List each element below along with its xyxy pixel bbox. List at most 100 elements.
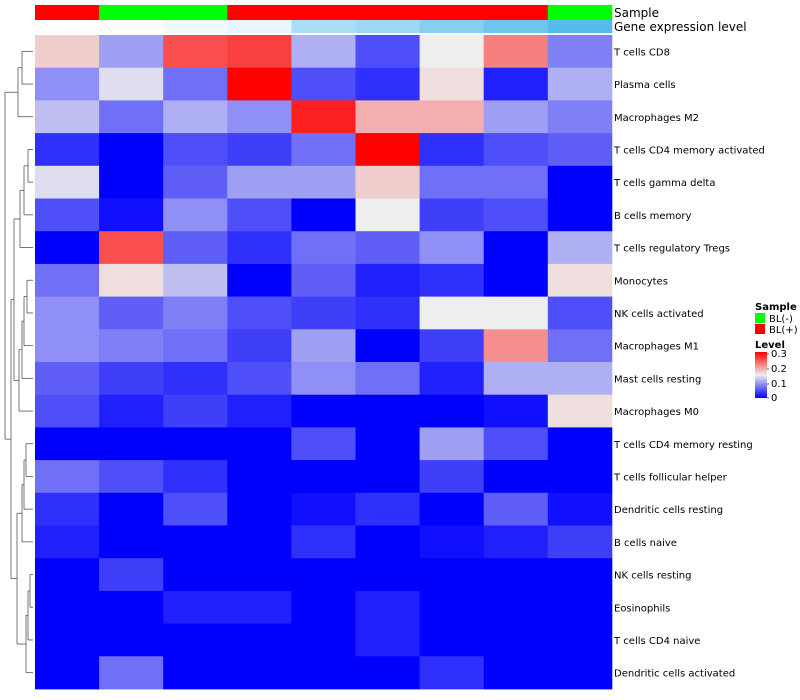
- heatmap-cell: [99, 394, 164, 428]
- heatmap-cell: [227, 231, 292, 265]
- heatmap-cell: [227, 623, 292, 657]
- heatmap-cell: [291, 263, 356, 297]
- heatmap-cell: [419, 329, 485, 363]
- sample-annotation-cell: [291, 5, 356, 20]
- heatmap-cell: [419, 656, 485, 690]
- sample-annotation-cell: [483, 5, 549, 20]
- heatmap-cell: [99, 590, 164, 624]
- heatmap-cell: [291, 525, 356, 559]
- row-labels: T cells CD8 Plasma cells Macrophages M2 T c…: [613, 47, 765, 679]
- heatmap-cell: [163, 198, 228, 232]
- heatmap-cell: [291, 198, 356, 232]
- heatmap-cell: [163, 623, 228, 657]
- row-label: B cells memory: [614, 211, 691, 222]
- heatmap-cell: [419, 492, 485, 526]
- heatmap-cell: [291, 231, 356, 265]
- heatmap-cell: [99, 133, 164, 167]
- expression-annotation-cell: [291, 20, 356, 33]
- heatmap-cell: [99, 329, 164, 363]
- heatmap-cell: [547, 329, 613, 363]
- heatmap-cell: [163, 231, 228, 265]
- sample-annotation-cell: [163, 5, 228, 20]
- heatmap-cell: [291, 35, 356, 69]
- heatmap-cell: [419, 231, 485, 265]
- heatmap-cell: [291, 427, 356, 461]
- heatmap-cell: [419, 623, 485, 657]
- heatmap-cell: [483, 427, 549, 461]
- heatmap-cell: [35, 133, 100, 167]
- heatmap-cell: [227, 525, 292, 559]
- heatmap-cell: [355, 296, 420, 330]
- heatmap-cell: [35, 100, 100, 134]
- expression-annotation-label: Gene expression level: [614, 20, 747, 34]
- heatmap-cell: [291, 623, 356, 657]
- heatmap-cell: [419, 460, 485, 494]
- heatmap-cell: [35, 525, 100, 559]
- heatmap-cell: [483, 394, 549, 428]
- row-label: T cells CD4 naive: [613, 636, 700, 647]
- heatmap-cell: [99, 198, 164, 232]
- sample-annotation-cell: [355, 5, 420, 20]
- row-label: Dendritic cells resting: [614, 505, 723, 516]
- heatmap-cell: [419, 394, 485, 428]
- legend-tick-label: 0.2: [771, 364, 787, 375]
- heatmap-cell: [163, 656, 228, 690]
- heatmap-cell: [227, 133, 292, 167]
- heatmap-cell: [355, 67, 420, 101]
- heatmap-cell: [547, 231, 613, 265]
- heatmap-cell: [483, 198, 549, 232]
- heatmap-cell: [547, 198, 613, 232]
- heatmap-cell: [99, 656, 164, 690]
- heatmap-cell: [35, 198, 100, 232]
- expression-annotation-cell: [419, 20, 485, 33]
- sample-annotation-cell: [99, 5, 164, 20]
- heatmap-cell: [227, 427, 292, 461]
- row-label: Macrophages M1: [614, 342, 699, 353]
- heatmap-cell: [35, 492, 100, 526]
- heatmap-cell: [547, 263, 613, 297]
- heatmap-cell: [99, 100, 164, 134]
- heatmap-cell: [35, 35, 100, 69]
- expression-annotation-cell: [547, 20, 613, 33]
- heatmap-cell: [355, 492, 420, 526]
- heatmap-cell: [291, 133, 356, 167]
- heatmap-cell: [99, 296, 164, 330]
- heatmap-cell: [99, 623, 164, 657]
- legend-label-bl-neg: BL(-): [769, 314, 793, 325]
- heatmap-cell: [291, 100, 356, 134]
- heatmap-cell: [35, 460, 100, 494]
- legend-swatch-bl-pos: [755, 324, 765, 334]
- legend-level-title: Level: [755, 340, 785, 351]
- heatmap-cell: [163, 35, 228, 69]
- row-label: T cells regulatory Tregs: [613, 244, 730, 255]
- heatmap-cell: [547, 460, 613, 494]
- legend-sample-title: Sample: [755, 302, 797, 313]
- legend-swatch-bl-neg: [755, 313, 765, 323]
- expression-annotation-cell: [163, 20, 228, 33]
- heatmap-cell: [355, 198, 420, 232]
- heatmap-cell: [419, 165, 485, 199]
- sample-annotation-cell: [227, 5, 292, 20]
- heatmap-cell: [227, 67, 292, 101]
- heatmap-cell: [35, 590, 100, 624]
- heatmap-cell: [163, 296, 228, 330]
- row-label: T cells follicular helper: [613, 472, 728, 483]
- heatmap-cell: [483, 362, 549, 396]
- heatmap-cell: [163, 133, 228, 167]
- heatmap-cell: [99, 231, 164, 265]
- heatmap-cell: [291, 558, 356, 592]
- heatmap-cell: [419, 362, 485, 396]
- heatmap-cell: [419, 590, 485, 624]
- heatmap-cell: [355, 165, 420, 199]
- heatmap-cell: [227, 394, 292, 428]
- heatmap-cell: [35, 362, 100, 396]
- row-label: Dendritic cells activated: [614, 669, 735, 680]
- heatmap-cell: [99, 35, 164, 69]
- heatmap-cell: [355, 656, 420, 690]
- heatmap-cell: [355, 329, 420, 363]
- row-label: Mast cells resting: [614, 374, 701, 385]
- heatmap-cell: [355, 558, 420, 592]
- heatmap-cell: [99, 165, 164, 199]
- heatmap-cell: [547, 656, 613, 690]
- expression-annotation-cell: [99, 20, 164, 33]
